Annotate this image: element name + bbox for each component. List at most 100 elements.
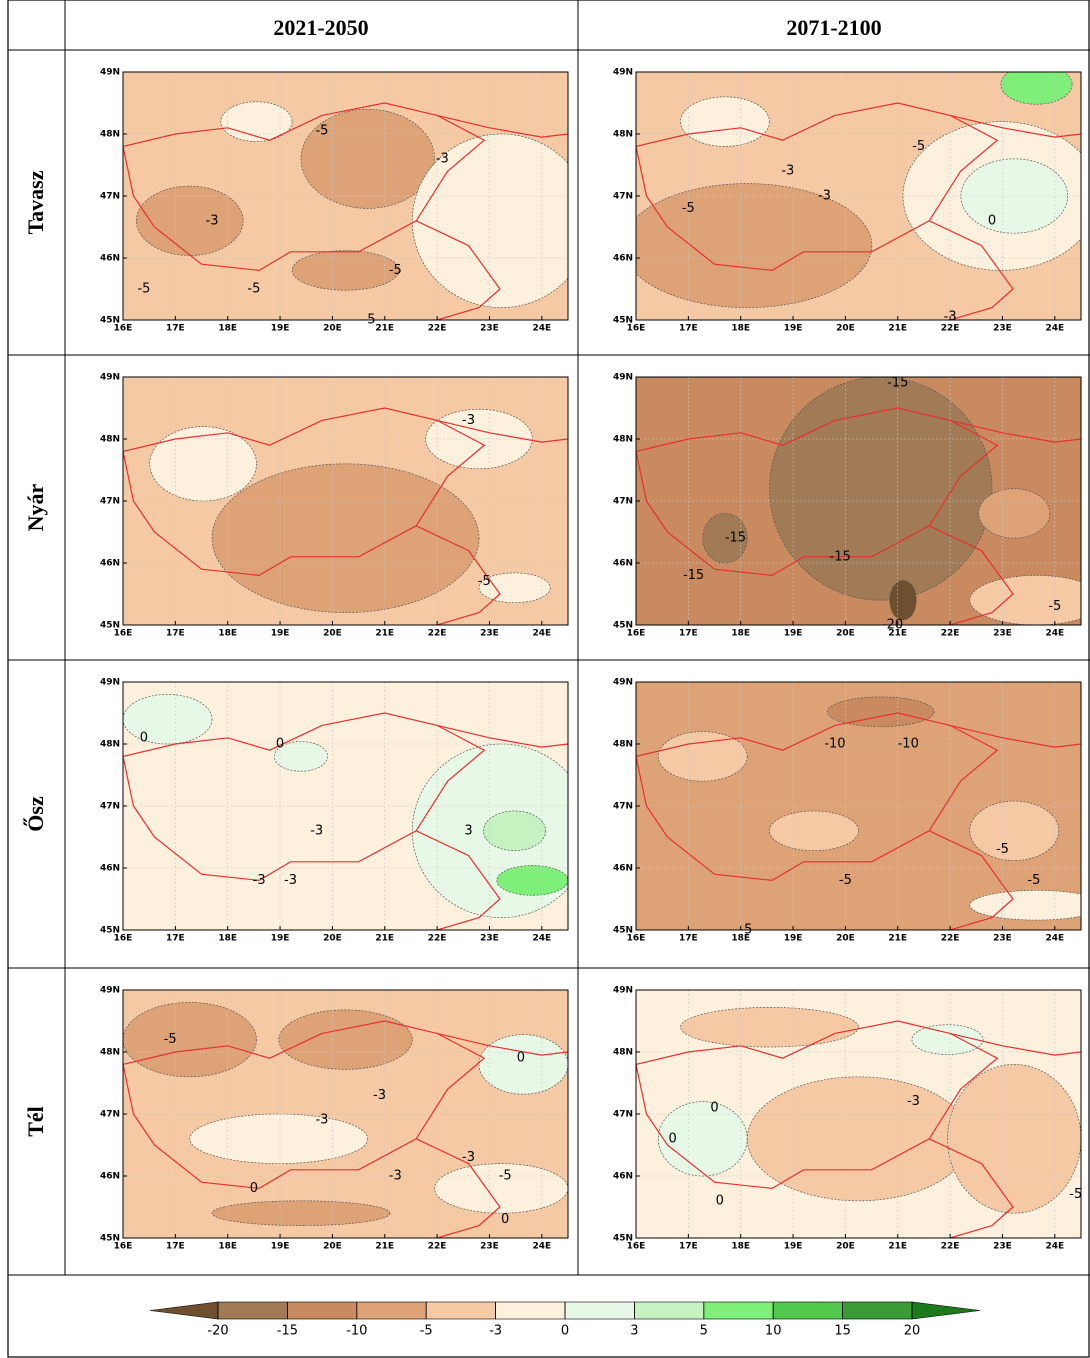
y-tick-label: 45N [100, 621, 120, 631]
y-tick-label: 49N [613, 678, 633, 688]
contour-label: -15 [830, 549, 851, 564]
contour-label: -15 [683, 568, 704, 583]
x-tick-label: 22E [428, 934, 447, 944]
contour-label: 0 [710, 1100, 718, 1115]
field-region [747, 1077, 970, 1201]
field-region [681, 1007, 859, 1047]
contour-label: -3 [253, 873, 266, 888]
y-tick-label: 49N [100, 68, 120, 78]
figure: 2021-2050 2071-2100 Tavasz16E17E18E19E20… [0, 0, 1090, 1358]
colorbar-bin [704, 1302, 773, 1319]
y-tick-label: 47N [613, 802, 633, 812]
y-tick-label: 47N [100, 192, 120, 202]
x-tick-label: 18E [731, 629, 750, 639]
colorbar-bin [843, 1302, 912, 1319]
y-tick-label: 47N [613, 192, 633, 202]
x-tick-label: 22E [941, 324, 960, 334]
x-tick-label: 21E [375, 629, 394, 639]
x-tick-label: 21E [888, 1242, 907, 1252]
x-tick-label: 22E [428, 629, 447, 639]
row-header: Ősz [23, 796, 48, 832]
colorbar-label: -10 [346, 1324, 367, 1339]
y-tick-label: 45N [100, 1234, 120, 1244]
x-tick-label: 23E [993, 1242, 1012, 1252]
field-region [948, 1064, 1082, 1213]
x-tick-label: 17E [166, 934, 185, 944]
row-header: Tavasz [23, 170, 48, 234]
x-tick-label: 17E [166, 1242, 185, 1252]
colorbar-label: 3 [630, 1324, 638, 1339]
contour-label: 0 [988, 213, 996, 228]
x-tick-label: 18E [218, 324, 237, 334]
column-header: 2071-2100 [786, 15, 881, 40]
x-tick-label: 23E [480, 934, 499, 944]
colorbar-label: 0 [561, 1324, 569, 1339]
y-tick-label: 45N [613, 1234, 633, 1244]
y-tick-label: 46N [613, 864, 633, 874]
colorbar-label: -15 [277, 1324, 298, 1339]
colorbar-bin [287, 1302, 356, 1319]
x-tick-label: 19E [271, 629, 290, 639]
map-panel [636, 990, 1081, 1238]
field-region [890, 580, 917, 620]
contour-label: -5 [389, 263, 402, 278]
x-tick-label: 19E [784, 324, 803, 334]
x-tick-label: 17E [166, 629, 185, 639]
colorbar-label: 20 [904, 1324, 921, 1339]
x-tick-label: 24E [1045, 934, 1064, 944]
y-tick-label: 49N [100, 373, 120, 383]
field-region [623, 184, 872, 308]
contour-label: 0 [140, 730, 148, 745]
x-tick-label: 22E [941, 934, 960, 944]
y-tick-label: 48N [613, 435, 633, 445]
x-tick-label: 24E [532, 629, 551, 639]
y-tick-label: 45N [100, 926, 120, 936]
contour-label: -3 [781, 164, 794, 179]
x-tick-label: 17E [679, 934, 698, 944]
x-tick-label: 21E [375, 1242, 394, 1252]
field-region [1001, 65, 1072, 105]
contour-label: -3 [389, 1169, 402, 1184]
x-tick-label: 20E [836, 934, 855, 944]
map-panel [123, 377, 568, 625]
row-header: Nyár [23, 483, 48, 531]
map-panel [123, 72, 590, 320]
y-tick-label: 49N [613, 373, 633, 383]
map-panel [123, 682, 590, 930]
x-tick-label: 24E [1045, 1242, 1064, 1252]
x-tick-label: 18E [731, 1242, 750, 1252]
row-header: Tél [23, 1106, 48, 1137]
y-tick-label: 45N [613, 316, 633, 326]
x-tick-label: 20E [323, 324, 342, 334]
colorbar-bin [565, 1302, 634, 1319]
contour-label: -5 [912, 139, 925, 154]
contour-label: -10 [898, 737, 919, 752]
field-region [150, 427, 257, 501]
y-tick-label: 46N [613, 1172, 633, 1182]
colorbar-bin [218, 1302, 287, 1319]
field-region [123, 1002, 257, 1076]
x-tick-label: 23E [480, 324, 499, 334]
x-tick-label: 23E [480, 1242, 499, 1252]
contour-label: -5 [499, 1169, 512, 1184]
field-region [979, 489, 1050, 539]
field-region [136, 186, 243, 255]
x-tick-label: 19E [271, 934, 290, 944]
colorbar-extend [150, 1302, 218, 1319]
y-tick-label: 47N [613, 497, 633, 507]
contour-label: -5 [739, 923, 752, 938]
contour-label: -3 [373, 1088, 386, 1103]
contour-label: 3 [464, 823, 472, 838]
y-tick-label: 47N [613, 1110, 633, 1120]
contour-label: 0 [517, 1051, 525, 1066]
y-tick-label: 48N [100, 435, 120, 445]
contour-label: -5 [247, 282, 260, 297]
contour-label: -3 [462, 413, 475, 428]
contour-label: -3 [206, 213, 219, 228]
y-tick-label: 46N [100, 559, 120, 569]
field-region [497, 866, 568, 896]
contour-label: -5 [1027, 873, 1040, 888]
contour-label: -5 [1048, 599, 1061, 614]
contour-label: -15 [887, 376, 908, 391]
x-tick-label: 22E [428, 1242, 447, 1252]
